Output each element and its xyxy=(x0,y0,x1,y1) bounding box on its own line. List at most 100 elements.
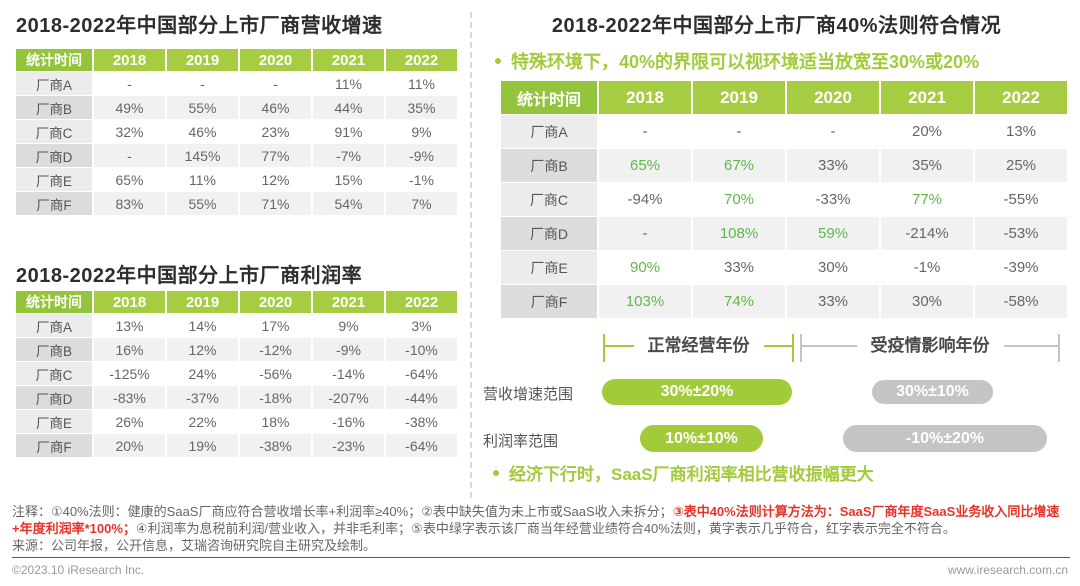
special-condition-note: 特殊环境下，40%的界限可以视环境适当放宽至30%或20% xyxy=(495,48,979,74)
footnote-red-part: ③表中40%法则计算方法为：SaaS厂商年度SaaS业务收入同比增速+年度利润率… xyxy=(12,504,1060,536)
table-cell: 44% xyxy=(313,96,384,119)
table-row: 厂商C -125% 24% -56% -14% -64% xyxy=(16,362,457,385)
table-cell: -53% xyxy=(975,217,1067,250)
vendor-label: 厂商F xyxy=(16,192,92,215)
table-header-row: 统计时间 2018 2019 2020 2021 2022 xyxy=(16,49,457,71)
bracket-tick-icon xyxy=(792,334,794,362)
table-cell-meets-rule: 65% xyxy=(599,149,691,182)
table-cell: - xyxy=(642,123,648,140)
table-cell: - xyxy=(127,75,132,92)
table-cell: 55% xyxy=(167,192,238,215)
table-cell: 49% xyxy=(94,96,165,119)
table-cell: -64% xyxy=(386,434,457,457)
table-cell: 54% xyxy=(313,192,384,215)
table-cell: -12% xyxy=(240,338,311,361)
vendor-label: 厂商B xyxy=(16,96,92,119)
bracket-tick-icon xyxy=(1058,334,1060,362)
covid-years-bracket: 受疫情影响年份 xyxy=(800,334,1060,362)
table-cell: 15% xyxy=(334,171,363,188)
bracket-line xyxy=(763,345,792,347)
bracket-line xyxy=(605,345,634,347)
table-cell: 11% xyxy=(408,75,435,92)
conclusion-text: 经济下行时，SaaS厂商利润率相比营收振幅更大 xyxy=(509,465,874,484)
vendor-label: 厂商E xyxy=(16,410,92,433)
covid-years-label: 受疫情影响年份 xyxy=(870,336,990,355)
table-row: 厂商F 83% 55% 71% 54% 7% xyxy=(16,192,457,215)
bullet-dot-icon xyxy=(495,58,501,64)
profit-range-covid-pill: -10%±20% xyxy=(843,425,1047,452)
year-header: 2021 xyxy=(881,81,973,114)
table-cell: 3% xyxy=(411,317,432,334)
table-cell: 32% xyxy=(115,123,144,140)
bracket-line xyxy=(1003,345,1058,347)
table-row: 厂商B 49% 55% 46% 44% 35% xyxy=(16,96,457,119)
revenue-table-title: 2018-2022年中国部分上市厂商营收增速 xyxy=(16,15,383,37)
bracket-tick-icon xyxy=(603,334,605,362)
table-cell: 11% xyxy=(189,171,216,188)
table-cell: 83% xyxy=(94,192,165,215)
table-cell: 20% xyxy=(94,434,165,457)
table-row: 厂商D -83% -37% -18% -207% -44% xyxy=(16,386,457,409)
revenue-range-normal-pill: 30%±20% xyxy=(602,379,792,405)
vendor-label: 厂商F xyxy=(501,285,597,318)
year-header: 2020 xyxy=(240,291,311,313)
table-cell: 17% xyxy=(261,317,290,334)
forty-percent-rule-table: 统计时间 2018 2019 2020 2021 2022 厂商A - - - … xyxy=(499,80,1069,319)
table-row: 厂商A - - - 11% 11% xyxy=(16,72,457,95)
table-cell: 55% xyxy=(167,96,238,119)
table-cell: 35% xyxy=(881,149,973,182)
stat-time-header: 统计时间 xyxy=(16,291,92,313)
table-header-row: 统计时间 2018 2019 2020 2021 2022 xyxy=(16,291,457,313)
table-cell: 33% xyxy=(787,285,879,318)
table-cell: 24% xyxy=(188,365,217,382)
table-cell: 77% xyxy=(240,144,311,167)
table-cell: 35% xyxy=(386,96,457,119)
table-row: 厂商C 32% 46% 23% 91% 9% xyxy=(16,120,457,143)
footnotes: 注释：①40%法则：健康的SaaS厂商应符合营收增长率+利润率≥40%；②表中缺… xyxy=(12,503,1070,554)
profit-margin-table: 统计时间 2018 2019 2020 2021 2022 厂商A 13% 14… xyxy=(14,290,459,458)
table-row: 厂商E 90% 33% 30% -1% -39% xyxy=(501,251,1067,284)
table-cell: -94% xyxy=(627,191,663,208)
table-cell: - xyxy=(830,123,836,140)
table-cell: 12% xyxy=(261,171,290,188)
table-cell-meets-rule: 90% xyxy=(629,259,661,276)
table-cell: -83% xyxy=(94,386,165,409)
section-divider xyxy=(470,12,472,498)
year-header: 2018 xyxy=(599,81,691,114)
table-cell: -37% xyxy=(167,386,238,409)
table-cell: - xyxy=(200,75,205,92)
table-cell-meets-rule: 67% xyxy=(693,149,785,182)
table-cell: -44% xyxy=(386,386,457,409)
vendor-label: 厂商A xyxy=(16,72,92,95)
table-cell: -214% xyxy=(881,217,973,250)
table-cell: 19% xyxy=(167,434,238,457)
year-header: 2022 xyxy=(386,49,457,71)
table-cell: 9% xyxy=(338,317,359,334)
vendor-label: 厂商D xyxy=(501,217,597,250)
year-header: 2019 xyxy=(693,81,785,114)
table-row: 厂商A 13% 14% 17% 9% 3% xyxy=(16,314,457,337)
vendor-label: 厂商C xyxy=(16,120,92,143)
table-row: 厂商F 103% 74% 33% 30% -58% xyxy=(501,285,1067,318)
table-row: 厂商D - 108% 59% -214% -53% xyxy=(501,217,1067,250)
table-cell: 145% xyxy=(167,144,238,167)
table-row: 厂商D - 145% 77% -7% -9% xyxy=(16,144,457,167)
table-cell: -58% xyxy=(975,285,1067,318)
table-cell: - xyxy=(599,217,691,250)
table-cell-meets-rule: 74% xyxy=(693,285,785,318)
table-cell-meets-rule: 108% xyxy=(693,217,785,250)
bracket-line xyxy=(802,345,857,347)
table-cell: 12% xyxy=(167,338,238,361)
year-header: 2020 xyxy=(787,81,879,114)
vendor-label: 厂商D xyxy=(16,386,92,409)
year-header: 2021 xyxy=(313,291,384,313)
year-header: 2018 xyxy=(94,291,165,313)
table-cell: - xyxy=(736,123,742,140)
table-cell: 91% xyxy=(334,123,363,140)
table-cell: 22% xyxy=(188,413,217,430)
table-cell: - xyxy=(94,144,165,167)
table-row: 厂商F 20% 19% -38% -23% -64% xyxy=(16,434,457,457)
table-cell: -16% xyxy=(332,413,365,430)
table-cell: -7% xyxy=(313,144,384,167)
